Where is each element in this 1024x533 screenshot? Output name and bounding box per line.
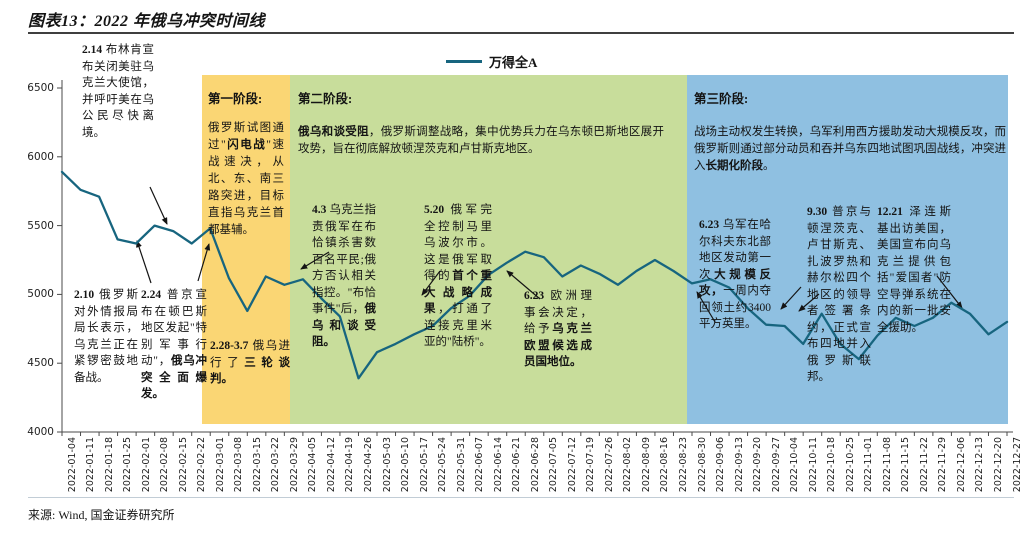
y-axis-label: 5500 [27,219,54,232]
x-axis-label: 2022-08-09 [640,437,652,493]
x-axis-label: 2022-10-04 [789,437,801,493]
annotation-feb28-mar7: 2.28-3.7 俄乌进行了三轮谈判。 [210,340,290,385]
annotation-may20: 5.20 俄军完全控制马里乌波尔市。这是俄军取得的首个重大战略成果，打通了连接克… [424,204,492,348]
phase1-description: 俄罗斯试图通过"闪电战"速战速决，从北、东、南三路突进，目标直指乌克兰首都基辅。 [208,122,284,236]
x-axis-label: 2022-06-07 [474,437,486,493]
x-axis-label: 2022-07-19 [585,437,597,493]
phase3-header: 第三阶段: [694,92,749,106]
x-axis-label: 2022-05-10 [400,437,412,493]
x-axis-label: 2022-04-05 [307,437,319,493]
phase2-header: 第二阶段: [298,92,353,106]
x-axis-label: 2022-09-06 [715,437,727,493]
annotation-dec21: 12.21 泽连斯基出访美国，美国宣布向乌克兰提供包括"爱国者"防空导弹系统在内… [877,206,952,334]
x-axis-label: 2022-12-13 [974,437,986,493]
x-axis-label: 2022-09-20 [752,437,764,493]
x-axis-label: 2022-02-08 [159,437,171,493]
x-axis-label: 2022-01-25 [122,437,134,493]
x-axis-label: 2022-08-16 [659,437,671,493]
x-axis-label: 2022-11-22 [918,437,930,493]
x-axis-label: 2022-06-28 [529,437,541,493]
legend-line-swatch [446,60,482,63]
x-axis-label: 2022-06-21 [511,437,523,493]
phase3-description: 战场主动权发生转换，乌军利用西方援助发动大规模反攻，而俄罗斯则通过部分动员和吞并… [694,126,1006,172]
figure-title: 图表13：2022 年俄乌冲突时间线 [28,13,266,30]
annotation-jun23-eu: 6.23 欧洲理事会决定，给予乌克兰欧盟候选成员国地位。 [524,290,592,368]
x-axis-label: 2022-02-15 [177,437,189,493]
x-axis-label: 2022-07-05 [548,437,560,493]
footer-divider [28,497,1014,498]
x-axis-label: 2022-03-15 [251,437,263,493]
x-axis-label: 2022-01-04 [66,437,78,493]
y-axis-label: 4500 [27,357,54,370]
x-axis-label: 2022-11-01 [863,437,875,493]
x-axis-label: 2022-03-08 [233,437,245,493]
x-axis-label: 2022-09-13 [733,437,745,493]
x-axis-label: 2022-10-25 [844,437,856,493]
x-axis-label: 2022-02-22 [196,437,208,493]
x-axis-label: 2022-06-14 [492,437,504,493]
x-axis-label: 2022-11-29 [937,437,949,493]
x-axis-label: 2022-12-20 [992,437,1004,493]
annotation-feb14: 2.14 布林肯宣布关闭美驻乌克兰大使馆，并呼吁美在乌公民尽快离境。 [82,44,154,139]
x-axis-label: 2022-08-23 [677,437,689,493]
annotation-apr3: 4.3 乌克兰指责俄军在布恰镇杀害数百名平民;俄方否认相关指控。"布恰事件"后，… [312,204,376,348]
annotation-feb24: 2.24 普京宣布在顿巴斯地区发起"特别军事行动"，俄乌冲突全面爆发。 [141,289,208,400]
annotation-sep30: 9.30 普京与顿涅茨克、卢甘斯克、扎波罗热和赫尔松四个地区的领导者签署条约，正… [807,206,872,383]
source-text: 来源: Wind, 国金证券研究所 [28,508,175,522]
phase1-header: 第一阶段: [208,92,263,106]
x-axis-label: 2022-07-26 [603,437,615,493]
legend-label: 万得全A [489,55,538,70]
x-axis-label: 2022-05-17 [418,437,430,493]
x-axis-label: 2022-01-18 [103,437,115,493]
y-axis-label: 5000 [27,288,54,301]
x-axis-label: 2022-10-11 [807,437,819,493]
x-axis-label: 2022-05-03 [381,437,393,493]
x-axis-label: 2022-11-08 [881,437,893,493]
y-axis-label: 4000 [27,426,54,438]
x-axis-label: 2022-08-30 [696,437,708,493]
x-axis-label: 2022-12-27 [1011,437,1023,493]
x-axis-label: 2022-08-02 [622,437,634,493]
title-divider [28,32,1014,34]
x-axis-label: 2022-09-27 [770,437,782,493]
chart-legend: 万得全A [446,52,537,71]
annotation-feb10: 2.10 俄罗斯对外情报局局长表示，乌克兰正在紧锣密鼓地备战。 [74,289,139,384]
x-axis-label: 2022-04-12 [325,437,337,493]
x-axis-label: 2022-05-24 [437,437,449,493]
annotation-jun23-counteroffensive: 6.23 乌军在哈尔科夫东北部地区发动第一次大规模反攻，一周内夺回领土约3400… [699,219,772,330]
x-axis-label: 2022-03-01 [214,437,226,493]
x-axis-label: 2022-04-26 [362,437,374,493]
x-axis-label: 2022-12-06 [955,437,967,493]
x-axis-label: 2022-03-22 [270,437,282,493]
x-axis-label: 2022-05-31 [455,437,467,493]
x-axis-label: 2022-03-29 [288,437,300,493]
x-axis-label: 2022-01-11 [85,437,97,493]
phase2-description: 俄乌和谈受阻，俄罗斯调整战略，集中优势兵力在乌东顿巴斯地区展开攻势，旨在彻底解放… [298,126,665,155]
x-axis-label: 2022-11-15 [900,437,912,493]
x-axis-label: 2022-02-01 [140,437,152,493]
x-axis-label: 2022-07-12 [566,437,578,493]
x-axis-label: 2022-04-19 [344,437,356,493]
x-axis-label: 2022-10-18 [826,437,838,493]
y-axis-label: 6000 [27,150,54,163]
y-axis-label: 6500 [27,82,54,94]
